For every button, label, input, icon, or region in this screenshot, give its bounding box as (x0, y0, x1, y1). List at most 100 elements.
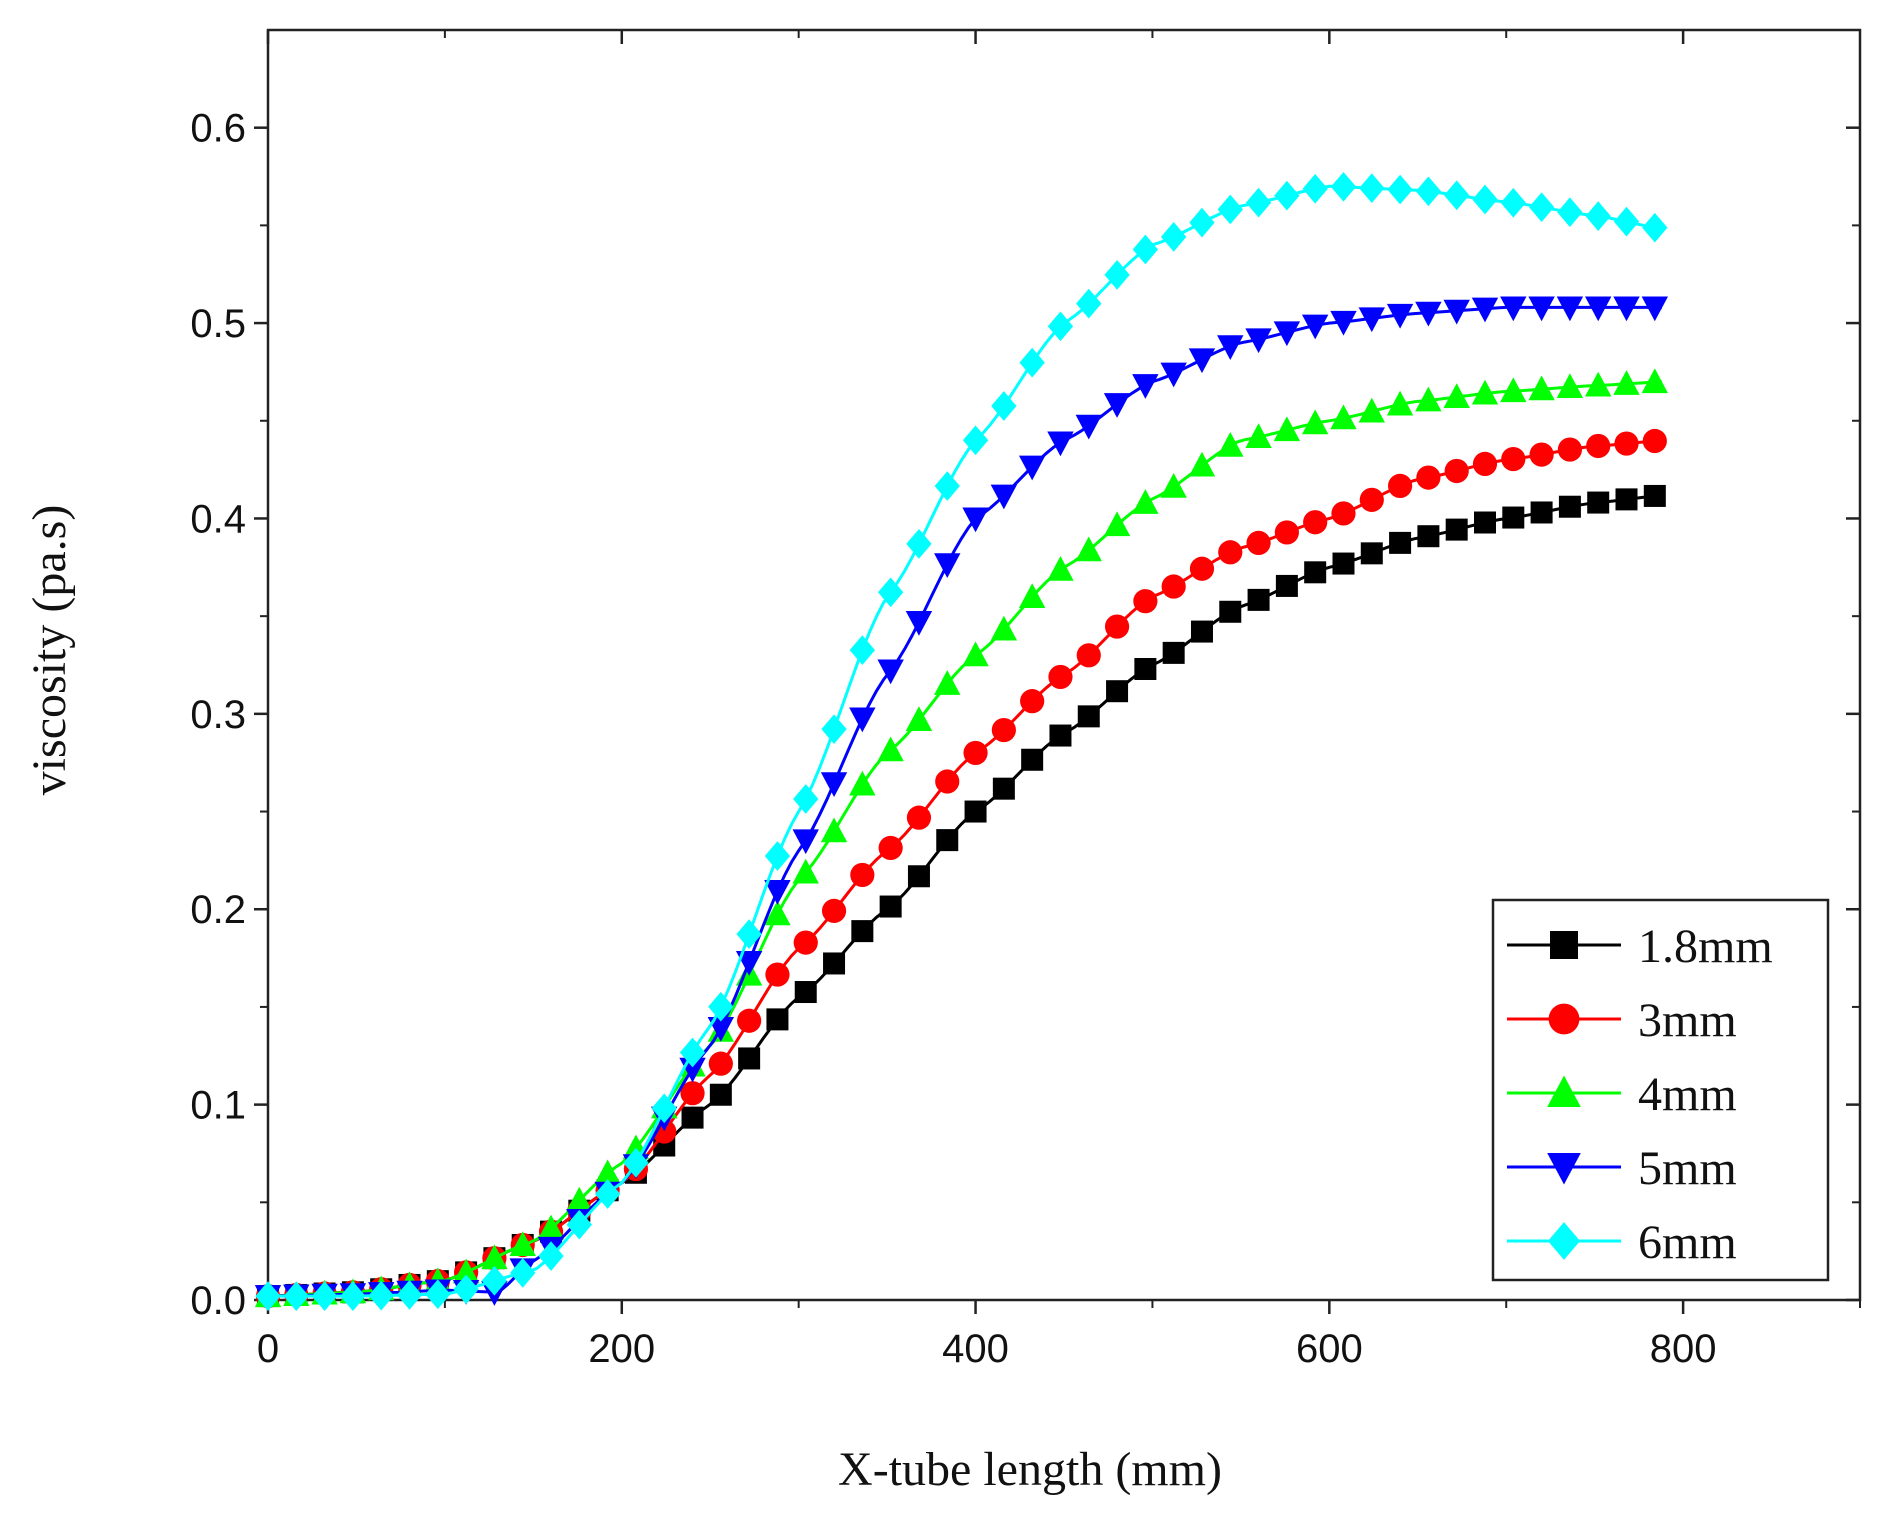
data-point-marker (1444, 180, 1470, 211)
data-point-marker (1642, 428, 1667, 454)
legend-item-6mm: 6mm (1507, 1216, 1737, 1269)
data-point-marker (340, 1281, 366, 1311)
data-point-marker (680, 1081, 705, 1106)
legend-label: 1.8mm (1638, 920, 1773, 973)
data-point-marker (1643, 484, 1666, 507)
data-point-marker (764, 900, 791, 926)
data-point-marker (849, 770, 876, 796)
data-point-marker (537, 1214, 565, 1240)
data-point-marker (1500, 296, 1527, 322)
data-point-marker (1132, 489, 1159, 514)
data-point-marker (1556, 373, 1584, 399)
y-tick-label: 0.6 (190, 107, 246, 151)
data-point-marker (1190, 620, 1213, 643)
data-point-marker (1359, 173, 1385, 204)
data-point-marker (1641, 296, 1669, 322)
data-point-marker (708, 1051, 733, 1076)
data-point-marker (962, 641, 989, 667)
data-point-marker (764, 841, 791, 871)
data-point-marker (934, 553, 961, 578)
data-point-marker (1106, 680, 1129, 703)
data-point-marker (1386, 390, 1414, 416)
data-point-marker (1245, 328, 1272, 354)
data-point-marker (1162, 641, 1185, 664)
data-point-marker (1586, 433, 1611, 459)
data-point-marker (1134, 657, 1157, 680)
data-point-marker (1471, 379, 1499, 405)
data-point-marker (1245, 423, 1272, 449)
data-point-marker (1217, 335, 1244, 360)
series-group (254, 171, 1669, 1311)
data-point-marker (821, 714, 847, 745)
x-axis-title: X-tube length (mm) (838, 1443, 1222, 1496)
data-point-marker (964, 800, 987, 823)
data-point-marker (679, 1037, 706, 1068)
data-point-marker (1020, 689, 1045, 714)
data-point-marker (1018, 583, 1046, 608)
data-point-marker (708, 991, 734, 1022)
legend-item-1.8mm: 1.8mm (1507, 920, 1773, 973)
data-point-marker (1547, 1153, 1581, 1185)
data-point-marker (738, 1047, 761, 1070)
data-point-marker (823, 952, 846, 975)
data-point-marker (877, 659, 904, 685)
data-point-marker (849, 707, 876, 733)
data-point-marker (1500, 377, 1527, 403)
data-point-marker (1048, 664, 1073, 690)
data-point-marker (962, 507, 989, 533)
y-tick-label: 0.0 (190, 1279, 246, 1323)
data-point-marker (794, 981, 817, 1004)
data-point-marker (1304, 561, 1327, 584)
data-point-marker (1245, 187, 1272, 218)
data-point-marker (1021, 748, 1044, 771)
data-point-marker (1301, 314, 1329, 340)
data-point-marker (1330, 310, 1357, 336)
data-point-marker (1415, 301, 1442, 327)
data-point-marker (1188, 451, 1216, 477)
legend-label: 6mm (1638, 1216, 1737, 1269)
data-point-marker (991, 391, 1017, 421)
data-point-marker (1132, 374, 1159, 399)
data-point-marker (452, 1258, 480, 1284)
data-point-marker (594, 1159, 621, 1185)
data-point-marker (990, 484, 1018, 510)
data-point-marker (934, 471, 960, 501)
data-point-marker (1558, 495, 1581, 518)
data-point-marker (1160, 362, 1187, 388)
data-point-marker (1331, 501, 1356, 526)
data-point-marker (1075, 414, 1102, 440)
data-point-marker (820, 817, 848, 843)
data-point-marker (1104, 260, 1130, 290)
data-point-marker (255, 1281, 281, 1311)
data-point-marker (962, 425, 989, 456)
x-tick-label: 400 (942, 1327, 1009, 1371)
data-point-marker (311, 1281, 338, 1311)
data-point-marker (1417, 525, 1440, 548)
data-point-marker (934, 670, 961, 695)
data-point-marker (1358, 307, 1385, 333)
data-point-marker (283, 1281, 309, 1311)
y-tick-label: 0.2 (190, 888, 246, 932)
data-point-marker (1444, 458, 1469, 484)
data-point-marker (1528, 296, 1555, 322)
data-point-marker (1047, 555, 1074, 581)
data-point-marker (1613, 370, 1640, 395)
data-point-marker (877, 577, 904, 608)
data-point-marker (906, 529, 932, 559)
data-point-marker (1189, 556, 1215, 581)
data-point-marker (1528, 375, 1555, 401)
data-point-marker (1330, 171, 1357, 202)
data-point-marker (1416, 465, 1441, 490)
data-point-marker (1472, 184, 1498, 215)
data-point-marker (879, 895, 902, 918)
data-point-marker (906, 805, 932, 830)
data-point-marker (877, 736, 904, 762)
data-point-marker (453, 1274, 479, 1305)
y-tick-label: 0.3 (190, 693, 246, 737)
legend-label: 3mm (1638, 994, 1737, 1047)
series-6mm (255, 171, 1668, 1311)
data-point-marker (736, 919, 762, 949)
y-axis-title: viscosity (pa.s) (23, 505, 76, 796)
data-point-marker (510, 1257, 536, 1288)
data-point-marker (1642, 212, 1668, 243)
